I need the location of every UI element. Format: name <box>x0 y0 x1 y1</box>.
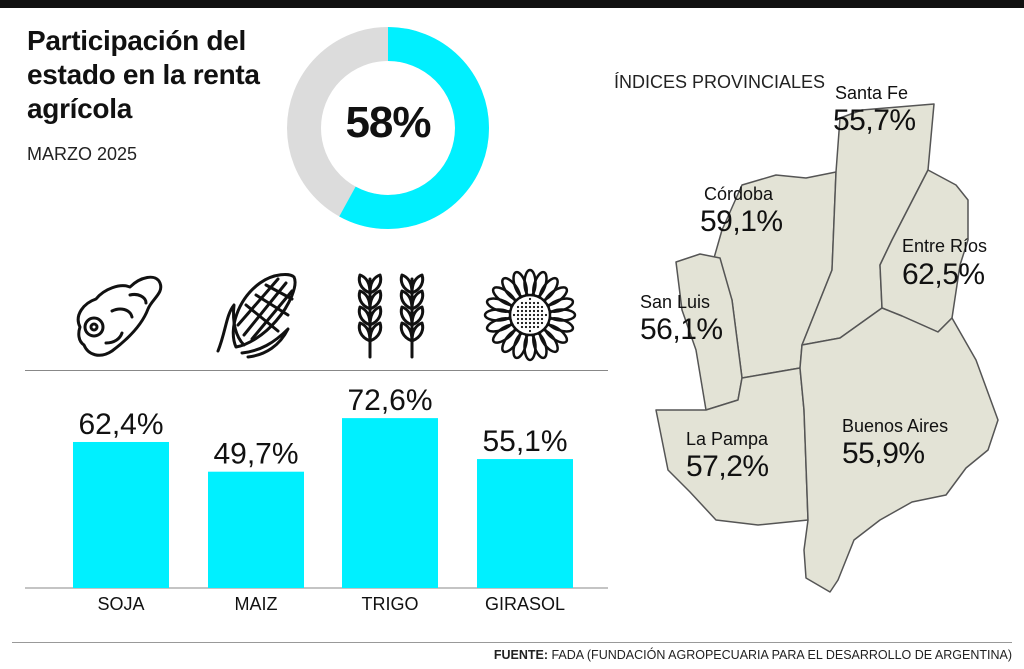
bar-trigo <box>342 418 438 588</box>
crop-icons-row <box>0 265 600 365</box>
bar-category-label: GIRASOL <box>485 594 565 614</box>
province-label-san-luis: San Luis <box>640 292 711 312</box>
province-buenos-aires <box>799 307 999 593</box>
bar-chart: 62,4% SOJA 49,7% MAIZ 72,6% TRIGO 55,1% GIRASOL <box>25 384 608 614</box>
province-label-la-pampa: La Pampa <box>686 429 769 449</box>
bar-value-label: 55,1% <box>482 425 567 458</box>
donut-value-label: 58% <box>345 98 431 147</box>
wheat-icon <box>357 273 425 359</box>
province-value-san-luis: 56,1% <box>640 313 723 346</box>
soybean-icon <box>76 275 163 357</box>
bar-category-label: TRIGO <box>362 594 419 614</box>
bar-category-label: MAIZ <box>235 594 278 614</box>
bar-category-label: SOJA <box>97 594 144 614</box>
province-label-buenos-aires: Buenos Aires <box>842 416 949 436</box>
province-label-santa-fe: Santa Fe <box>835 83 909 103</box>
bar-girasol <box>477 459 573 588</box>
bar-value-label: 72,6% <box>347 384 432 417</box>
top-border <box>0 0 1024 8</box>
corn-icon <box>216 273 297 359</box>
province-map <box>655 103 999 593</box>
source-text: FADA (FUNDACIÓN AGROPECUARIA PARA EL DES… <box>551 648 1012 662</box>
bar-chart-top-rule <box>25 370 608 371</box>
date-label: MARZO 2025 <box>27 144 138 164</box>
source-label: FUENTE: <box>493 648 548 662</box>
page-title: Participación del estado en la renta agr… <box>27 25 260 124</box>
bar-value-label: 49,7% <box>213 438 298 471</box>
province-value-cordoba: 59,1% <box>700 205 783 238</box>
bar-maiz <box>208 471 304 588</box>
donut-value-arc <box>287 27 489 229</box>
footer-rule <box>12 642 1012 643</box>
bar-soja <box>73 441 169 588</box>
province-value-la-pampa: 57,2% <box>686 450 769 483</box>
province-value-entre-rios: 62,5% <box>902 258 985 291</box>
province-value-buenos-aires: 55,9% <box>842 437 925 470</box>
source-footer: FUENTE: FADA (FUNDACIÓN AGROPECUARIA PAR… <box>494 648 1012 662</box>
donut-chart <box>287 27 489 229</box>
province-label-entre-rios: Entre Ríos <box>902 236 988 256</box>
map-title: ÍNDICES PROVINCIALES <box>614 72 826 92</box>
bar-value-label: 62,4% <box>78 408 163 441</box>
province-value-santa-fe: 55,7% <box>833 104 916 137</box>
province-label-cordoba: Córdoba <box>704 184 774 204</box>
sunflower-icon <box>483 268 577 362</box>
